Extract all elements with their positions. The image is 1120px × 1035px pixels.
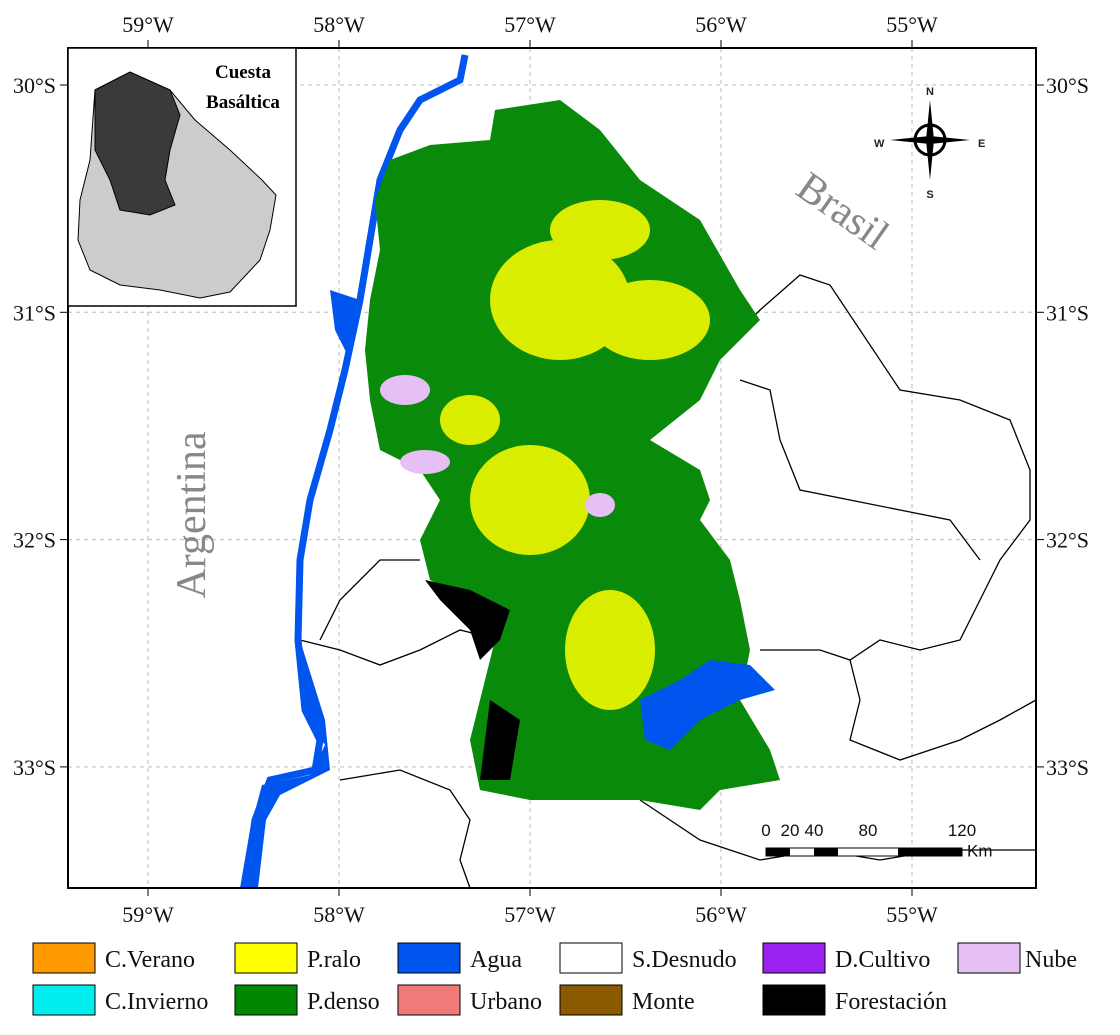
legend: C.Verano P.ralo Agua S.Desnudo D.Cultivo Nube… xyxy=(32,942,1077,1016)
patch xyxy=(550,200,650,260)
legend-swatch xyxy=(32,942,96,974)
patch xyxy=(470,445,590,555)
latitude-label: 32°S xyxy=(13,528,56,553)
legend-label: Urbano xyxy=(470,989,542,1015)
longitude-label: 55°W xyxy=(886,902,938,927)
compass-label: N xyxy=(926,86,934,98)
scale-bar: Km 0 20 40 80 120 xyxy=(761,821,992,860)
country-label: Argentina xyxy=(169,431,215,599)
legend-swatch xyxy=(234,984,298,1016)
department-boundary xyxy=(299,629,501,666)
scale-unit: Km xyxy=(967,841,993,860)
longitude-label: 57°W xyxy=(504,902,556,927)
scale-tick-label: 40 xyxy=(805,821,824,840)
legend-label: C.Invierno xyxy=(105,989,208,1015)
department-boundary xyxy=(709,274,1031,661)
scale-tick-label: 80 xyxy=(859,821,878,840)
latitude-label: 33°S xyxy=(13,755,56,780)
latitude-label: 33°S xyxy=(1046,755,1089,780)
legend-swatch xyxy=(397,984,461,1016)
legend-swatch xyxy=(957,942,1021,974)
patch xyxy=(440,395,500,445)
latitude-label: 31°S xyxy=(13,300,56,325)
patch xyxy=(590,280,710,360)
compass: N S E W xyxy=(874,86,985,201)
scale-segment xyxy=(766,848,790,856)
legend-label: Forestación xyxy=(835,989,947,1015)
legend-label: P.denso xyxy=(307,989,380,1015)
map-border xyxy=(67,47,1037,889)
longitude-label: 59°W xyxy=(122,12,174,37)
latitude-label: 30°S xyxy=(13,73,56,98)
inset-title: Basáltica xyxy=(206,92,280,113)
legend-label: C.Verano xyxy=(105,947,195,973)
longitude-label: 58°W xyxy=(313,12,365,37)
patch xyxy=(380,375,430,405)
compass-label: E xyxy=(978,138,985,150)
longitude-label: 56°W xyxy=(695,12,747,37)
inset-title: Cuesta xyxy=(215,62,271,83)
department-boundary xyxy=(739,379,981,561)
compass-label: S xyxy=(926,189,933,201)
longitude-label: 56°W xyxy=(695,902,747,927)
legend-swatch xyxy=(559,984,623,1016)
scale-tick-label: 0 xyxy=(761,821,770,840)
latitude-label: 31°S xyxy=(1046,300,1089,325)
pralo-patches xyxy=(440,200,710,710)
scale-segment xyxy=(814,848,838,856)
patch xyxy=(565,590,655,710)
legend-label: Nube xyxy=(1025,947,1077,973)
forestation-patches xyxy=(425,580,520,780)
cloud-patches xyxy=(380,375,615,517)
legend-label: D.Cultivo xyxy=(835,947,930,973)
patch xyxy=(425,580,510,660)
compass-rose xyxy=(890,100,970,180)
legend-swatch xyxy=(32,984,96,1016)
river-estuary xyxy=(240,640,330,888)
legend-swatch xyxy=(762,942,826,974)
patch xyxy=(480,700,520,780)
latitude-label: 32°S xyxy=(1046,528,1089,553)
scale-tick-label: 120 xyxy=(948,821,976,840)
patch xyxy=(585,493,615,517)
patch xyxy=(400,450,450,474)
legend-label: S.Desnudo xyxy=(632,947,737,973)
legend-label: Monte xyxy=(632,989,695,1015)
river xyxy=(241,54,469,889)
legend-label: P.ralo xyxy=(307,947,361,973)
land-cover-area xyxy=(365,100,780,810)
longitude-label: 59°W xyxy=(122,902,174,927)
basaltic-region xyxy=(94,71,181,216)
legend-swatch xyxy=(762,984,826,1016)
longitude-label: 57°W xyxy=(504,12,556,37)
longitude-label: 55°W xyxy=(886,12,938,37)
compass-label: W xyxy=(874,138,885,150)
department-boundary xyxy=(319,559,420,641)
scale-tick-label: 20 xyxy=(781,821,800,840)
legend-swatch xyxy=(559,942,623,974)
legend-swatch xyxy=(397,942,461,974)
lake xyxy=(330,290,360,360)
department-boundary xyxy=(339,769,471,889)
lake xyxy=(640,660,775,750)
latitude-label: 30°S xyxy=(1046,73,1089,98)
legend-label: Agua xyxy=(470,947,522,973)
inset: Cuesta Basáltica xyxy=(67,47,297,307)
legend-swatch xyxy=(234,942,298,974)
department-boundary xyxy=(849,659,1037,761)
longitude-label: 58°W xyxy=(313,902,365,927)
scale-segment xyxy=(898,848,962,856)
